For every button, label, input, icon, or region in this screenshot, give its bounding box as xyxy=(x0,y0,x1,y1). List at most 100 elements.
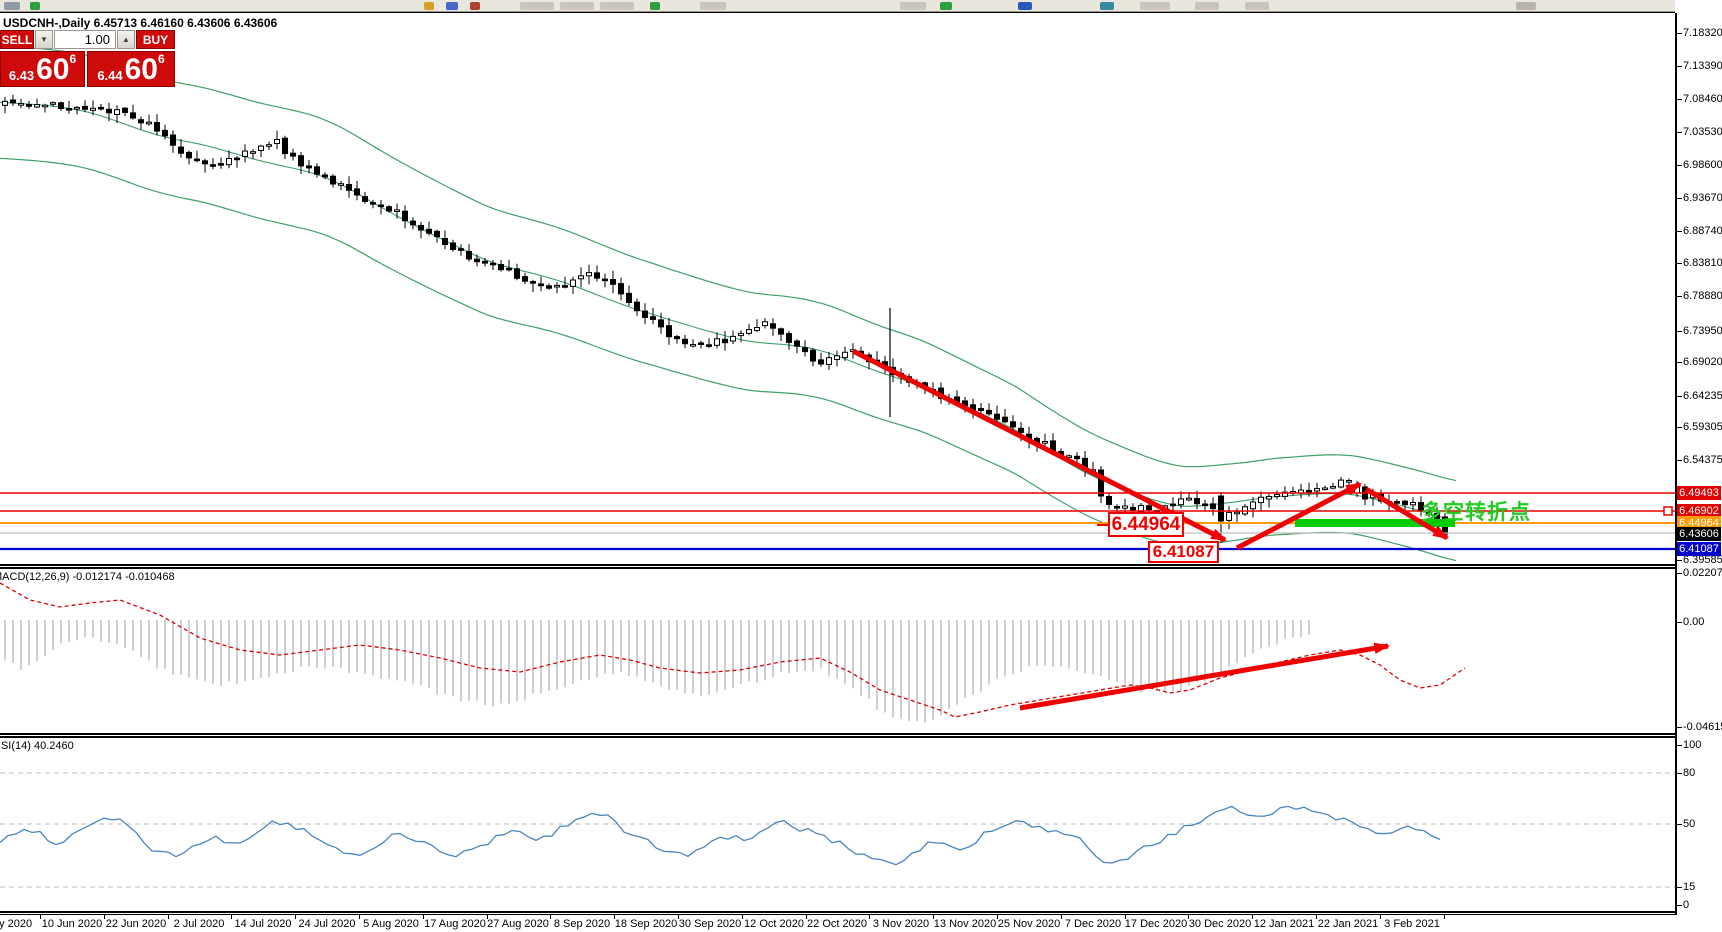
volume-input[interactable]: 1.00 xyxy=(54,30,116,49)
axis-tick xyxy=(1677,573,1682,574)
rsi-chart-canvas[interactable] xyxy=(0,738,1675,911)
toolbar-icon-fragment[interactable] xyxy=(1018,2,1032,10)
toolbar-icon-fragment[interactable] xyxy=(1100,2,1114,10)
axis-tick xyxy=(1677,460,1682,461)
axis-tick xyxy=(806,915,807,919)
axis-tick xyxy=(933,915,934,919)
price-axis-label: 6.69020 xyxy=(1683,356,1722,368)
axis-tick xyxy=(1677,824,1682,825)
rsi-indicator-panel[interactable]: RSI(14) 40.2460 xyxy=(0,738,1675,911)
toolbar-icon-fragment[interactable] xyxy=(650,2,660,10)
axis-tick xyxy=(550,915,551,919)
price-axis-label: 6.78880 xyxy=(1683,290,1722,302)
price-axis-label: 7.18320 xyxy=(1683,27,1722,39)
toolbar-icon-fragment[interactable] xyxy=(30,2,40,10)
volume-decrease-icon[interactable]: ▼ xyxy=(35,30,53,49)
toolbar-icon-fragment[interactable] xyxy=(1195,2,1219,10)
sell-price-prefix: 6.43 xyxy=(8,68,35,83)
axis-tick xyxy=(1380,915,1381,919)
axis-tick xyxy=(1316,915,1317,919)
axis-tick xyxy=(1677,427,1682,428)
buy-button[interactable]: BUY xyxy=(136,30,175,49)
date-axis-label: 13 Nov 2020 xyxy=(933,918,997,930)
date-axis-label: 27 Aug 2020 xyxy=(487,918,549,930)
toolbar-icon-fragment[interactable] xyxy=(1245,2,1269,10)
price-level-badge: 6.49493 xyxy=(1677,486,1721,500)
price-axis-label: 7.13390 xyxy=(1683,60,1722,72)
price-chart-panel[interactable]: USDCNH-,Daily 6.45713 6.46160 6.43606 6.… xyxy=(0,13,1675,568)
axis-tick xyxy=(1677,132,1682,133)
price-level-callout-641087[interactable]: 6.41087 xyxy=(1148,541,1219,563)
sell-price-quote[interactable]: 6.43 60 6 xyxy=(0,51,85,87)
sell-button[interactable]: SELL xyxy=(0,30,34,49)
toolbar-icon-fragment[interactable] xyxy=(446,2,458,10)
toolbar-icon-fragment[interactable] xyxy=(700,2,726,10)
price-axis-label: -0.046151 xyxy=(1683,721,1722,733)
toolbar-icon-fragment[interactable] xyxy=(4,2,20,10)
axis-tick xyxy=(1677,773,1682,774)
panel-separator[interactable] xyxy=(0,564,1675,569)
date-axis-label: 17 Dec 2020 xyxy=(1124,918,1188,930)
axis-tick xyxy=(997,915,998,919)
axis-tick xyxy=(1061,915,1062,919)
date-axis-label: 10 Jun 2020 xyxy=(41,918,103,930)
price-axis[interactable]: 7.18320 7.13390 7.08460 7.03530 6.98600 6.936… xyxy=(1675,0,1722,932)
axis-tick xyxy=(1677,263,1682,264)
price-level-callout-644964[interactable]: 6.44964 xyxy=(1097,512,1184,537)
date-axis-label: 12 Oct 2020 xyxy=(744,918,804,930)
toolbar-icon-fragment[interactable] xyxy=(470,2,480,10)
price-axis-border xyxy=(1675,13,1677,915)
price-level-badge: 6.44964 xyxy=(1677,516,1721,530)
toolbar-icon-fragment[interactable] xyxy=(1140,2,1170,10)
axis-tick xyxy=(1444,915,1445,919)
axis-tick xyxy=(1677,66,1682,67)
axis-tick xyxy=(869,915,870,919)
toolbar-icon-fragment[interactable] xyxy=(1516,2,1536,10)
axis-tick xyxy=(1677,231,1682,232)
date-axis-label: 7 Dec 2020 xyxy=(1064,918,1122,930)
one-click-trading-widget: SELL ▼ 1.00 ▲ BUY 6.43 60 6 6.44 60 6 xyxy=(0,30,176,87)
date-axis-label: 2 Jul 2020 xyxy=(173,918,225,930)
toolbar-icon-fragment[interactable] xyxy=(520,2,554,10)
toolbar-cropped[interactable] xyxy=(0,0,1722,12)
axis-tick xyxy=(104,915,105,919)
price-axis-label: 6.88740 xyxy=(1683,225,1722,237)
macd-indicator-panel[interactable]: MACD(12,26,9) -0.012174 -0.010468 xyxy=(0,569,1675,733)
axis-tick xyxy=(1677,331,1682,332)
date-axis-label: 8 Sep 2020 xyxy=(553,918,611,930)
axis-tick xyxy=(1677,362,1682,363)
axis-tick xyxy=(1677,99,1682,100)
buy-price-quote[interactable]: 6.44 60 6 xyxy=(87,51,175,87)
toolbar-icon-fragment[interactable] xyxy=(600,2,634,10)
price-level-badge: 6.46902 xyxy=(1677,504,1721,518)
axis-tick xyxy=(678,915,679,919)
axis-tick xyxy=(1677,887,1682,888)
turning-point-annotation[interactable]: 多空转折点 xyxy=(1421,501,1531,524)
price-axis-label: 6.98600 xyxy=(1683,159,1722,171)
sell-price-sup: 6 xyxy=(69,52,77,66)
axis-tick xyxy=(1125,915,1126,919)
axis-tick xyxy=(1677,727,1682,728)
price-axis-label: 7.03530 xyxy=(1683,126,1722,138)
toolbar-icon-fragment[interactable] xyxy=(424,2,434,10)
volume-increase-icon[interactable]: ▲ xyxy=(117,30,135,49)
toolbar-icon-fragment[interactable] xyxy=(940,2,952,10)
buy-price-big: 60 xyxy=(124,53,158,86)
macd-chart-canvas[interactable] xyxy=(0,569,1675,733)
date-axis-label: 30 Dec 2020 xyxy=(1188,918,1252,930)
chart-title: USDCNH-,Daily 6.45713 6.46160 6.43606 6.… xyxy=(3,16,278,30)
panel-separator[interactable] xyxy=(0,733,1675,738)
price-axis-label: 6.54375 xyxy=(1683,454,1722,466)
candlestick-chart-canvas[interactable] xyxy=(0,13,1675,568)
toolbar-icon-fragment[interactable] xyxy=(560,2,594,10)
price-axis-label: 50 xyxy=(1683,818,1696,830)
rsi-label: RSI(14) 40.2460 xyxy=(0,740,74,752)
date-axis-label: 17 Aug 2020 xyxy=(424,918,486,930)
axis-tick xyxy=(1677,396,1682,397)
date-axis-label: 30 Sep 2020 xyxy=(678,918,742,930)
price-axis-label: 0 xyxy=(1683,899,1690,911)
date-axis-label: May 2020 xyxy=(0,918,33,930)
date-axis-label: 3 Nov 2020 xyxy=(872,918,930,930)
toolbar-icon-fragment[interactable] xyxy=(900,2,926,10)
